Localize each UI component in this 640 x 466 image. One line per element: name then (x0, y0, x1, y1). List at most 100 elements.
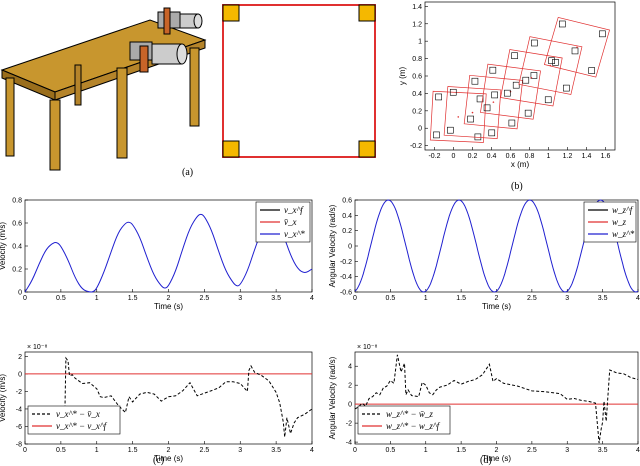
x-tick-label: 4 (636, 295, 640, 302)
legend-entry: w_z (612, 217, 627, 227)
y-tick-label: -0.6 (340, 290, 352, 297)
x-tick-label: 1 (424, 295, 428, 302)
wheel-marker (504, 89, 511, 97)
x-tick-label: 0 (353, 295, 357, 302)
x-tick-label: -0.2 (428, 153, 440, 160)
y-tick-label: 0.4 (412, 91, 422, 98)
velocity-error-line (64, 356, 313, 438)
y-tick-label: 0.6 (342, 198, 352, 205)
x-tick-label: 1.5 (128, 447, 138, 454)
y-tick-label: 0.2 (412, 108, 422, 115)
x-axis-label: Time (s) (154, 454, 183, 463)
wheel-marker (522, 76, 530, 84)
wheel-marker (511, 52, 518, 60)
x-tick-label: 4 (310, 447, 314, 454)
x-tick-label: 2 (167, 447, 171, 454)
y-tick-label: 1.4 (412, 4, 422, 11)
velocity-plot: 0 0.5 1 1.5 2 2.5 3 3.5 4 0 0.2 0.4 0.6 0.8 Time (s) Ve… (0, 198, 314, 312)
y-tick-label: 2 (18, 354, 22, 361)
x-tick-label: 3 (565, 447, 569, 454)
plot-area (424, 1, 616, 151)
robot-frame (429, 90, 487, 143)
wheel-marker (548, 57, 555, 65)
wheel-marker (531, 39, 538, 47)
x-tick-label: 1.5 (456, 295, 466, 302)
y-tick-label: 2 (348, 383, 352, 390)
wheel-marker (588, 67, 595, 74)
wheel-marker (512, 81, 520, 89)
y-tick-label: 0.2 (342, 228, 352, 235)
y-tick-label: -0.2 (410, 143, 422, 150)
y-axis-label: Velocity (m/s) (0, 374, 7, 422)
x-tick-label: 0.5 (56, 447, 66, 454)
legend-entry: w_z^* − w_z^f (386, 421, 441, 431)
robot-frame (443, 86, 502, 139)
x-tick-label: 2.5 (200, 295, 210, 302)
wheel-marker (435, 93, 442, 101)
legend-entry: v_x^* − v̄_x (56, 409, 100, 419)
y-tick-label: 1.2 (412, 21, 422, 28)
x-tick-label: 0 (452, 153, 456, 160)
angular-velocity-error-line (354, 354, 639, 444)
x-axis-label: x (m) (511, 160, 530, 169)
wheel-marker (508, 119, 516, 127)
y-tick-label: -8 (16, 442, 22, 449)
y-tick-label: 0.8 (12, 198, 22, 205)
y-tick-label: 0 (18, 371, 22, 378)
wheel-clamp-lower (129, 41, 188, 73)
x-tick-label: 2.5 (527, 295, 537, 302)
legend-entry: v̄_x (284, 217, 297, 227)
x-tick-label: 4 (310, 295, 314, 302)
y-tick-label: 0.6 (12, 221, 22, 228)
y-axis-label: Angular Velocity (rad/s) (328, 356, 337, 439)
wheel-marker (552, 59, 559, 66)
y-tick-label: -4 (346, 440, 352, 447)
x-tick-label: 3.5 (598, 447, 608, 454)
trajectory-plot: -0.2 0 0.2 0.4 0.6 0.8 1 1.2 1.4 1.6 -0.2 0 0.2 0.4 0.… (398, 1, 616, 169)
caption-c: (c) (153, 455, 164, 466)
legend-entry: w_z^f (612, 205, 634, 215)
x-tick-label: 3.5 (271, 447, 281, 454)
wheel-marker (488, 129, 496, 137)
y-tick-label: -4 (16, 406, 22, 413)
x-axis-label: Time (s) (482, 454, 511, 463)
x-tick-label: 3 (565, 295, 569, 302)
legend-entry: w_z^* − w̄_z (386, 409, 433, 419)
x-tick-label: 1.5 (456, 447, 466, 454)
frame-center (457, 116, 460, 118)
legend-entry: w_z^* (612, 229, 635, 239)
wheel-marker (524, 109, 532, 117)
x-tick-label: 0.6 (506, 153, 516, 160)
x-tick-label: 0 (23, 295, 27, 302)
wheel-marker (571, 47, 579, 55)
legend-entry: v_x^* (284, 229, 305, 239)
frame-center (471, 111, 474, 114)
angular-velocity-plot: 0 0.5 1 1.5 2 2.5 3 3.5 4 -0.6 -0.4 -0.2 0 0.2 0.4 0.6 T… (328, 198, 640, 312)
x-tick-label: 1 (95, 447, 99, 454)
x-tick-label: 3.5 (598, 295, 608, 302)
y-tick-label: 0.2 (12, 267, 22, 274)
x-tick-label: 0.5 (386, 295, 396, 302)
y-axis-label: Velocity (m/s) (0, 222, 7, 270)
wheel-marker (563, 84, 570, 92)
caption-b: (b) (511, 181, 523, 192)
x-tick-label: 1 (424, 447, 428, 454)
x-tick-label: 4 (636, 447, 640, 454)
wheel-marker (447, 126, 454, 134)
y-tick-label: 0 (348, 244, 352, 251)
y-axis-label: y (m) (398, 67, 407, 86)
frame-center (530, 76, 533, 79)
x-tick-label: 0.5 (386, 447, 396, 454)
robot-frame (480, 63, 541, 120)
axis-exponent: × 10⁻⁸ (357, 344, 378, 351)
y-tick-label: 0 (418, 126, 422, 133)
x-tick-label: 3 (238, 295, 242, 302)
wheel-marker (483, 104, 491, 112)
x-tick-label: 0.5 (56, 295, 66, 302)
y-axis-label: Angular Velocity (rad/s) (328, 204, 337, 287)
y-tick-label: -2 (346, 421, 352, 428)
y-tick-label: 1 (418, 39, 422, 46)
robot-frame (500, 49, 563, 107)
x-tick-label: 2 (495, 295, 499, 302)
